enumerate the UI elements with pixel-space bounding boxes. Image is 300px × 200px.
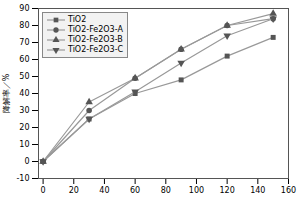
svg-text:30: 30: [19, 106, 29, 115]
svg-text:90: 90: [19, 4, 29, 13]
svg-text:-10: -10: [16, 174, 29, 183]
svg-text:0: 0: [24, 157, 29, 166]
svg-text:100: 100: [189, 186, 204, 195]
html-text:TiO2-Fe2O3-A: TiO2-Fe2O3-A: [68, 25, 123, 34]
html-text:TiO2: TiO2: [68, 15, 87, 24]
svg-text:120: 120: [220, 186, 235, 195]
html-text:TiO2-Fe2O3-C: TiO2-Fe2O3-C: [68, 45, 124, 54]
svg-text:20: 20: [69, 186, 79, 195]
svg-text:60: 60: [19, 55, 29, 64]
svg-text:降解率／%: 降解率／%: [2, 73, 11, 113]
svg-text:70: 70: [19, 38, 29, 47]
svg-text:160: 160: [281, 186, 296, 195]
svg-text:80: 80: [19, 21, 29, 30]
svg-text:80: 80: [161, 186, 171, 195]
svg-text:10: 10: [19, 140, 29, 149]
svg-text:0: 0: [41, 186, 46, 195]
svg-text:50: 50: [19, 72, 29, 81]
svg-text:40: 40: [19, 89, 29, 98]
svg-text:60: 60: [130, 186, 140, 195]
svg-text:20: 20: [19, 123, 29, 132]
svg-text:140: 140: [250, 186, 265, 195]
svg-text:40: 40: [99, 186, 109, 195]
html-text:TiO2-Fe2O3-B: TiO2-Fe2O3-B: [68, 35, 123, 44]
